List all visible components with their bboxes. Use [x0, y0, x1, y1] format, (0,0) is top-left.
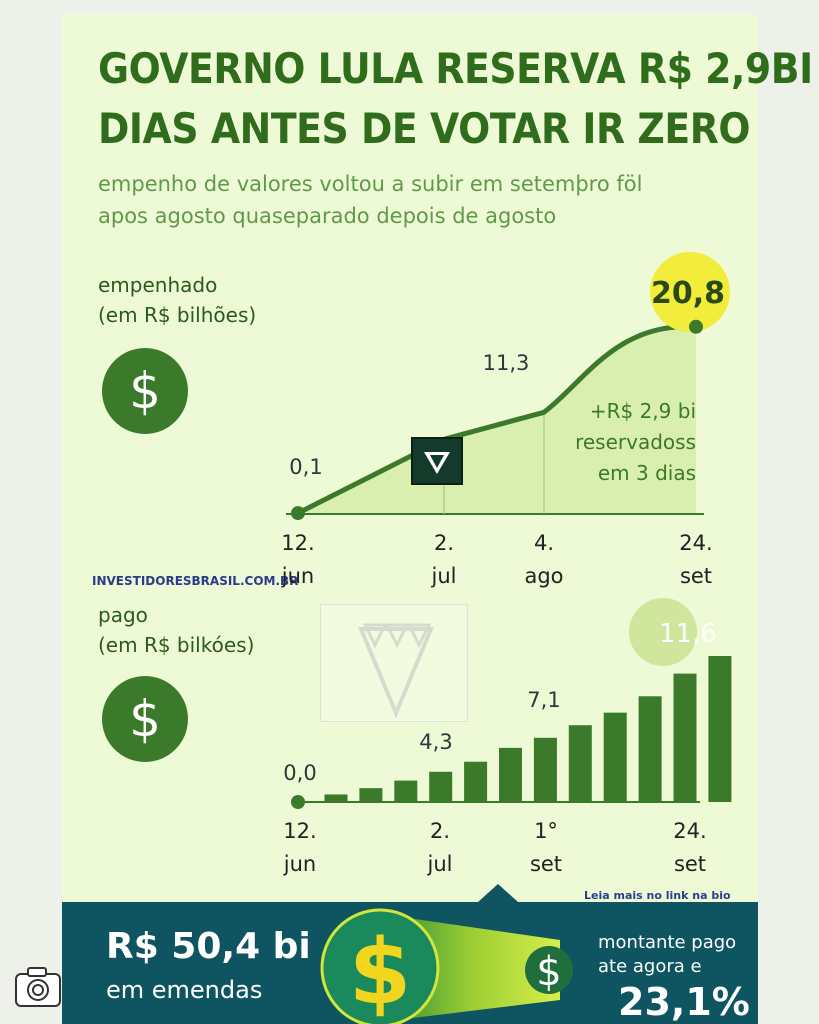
dollar-icon: $ [102, 348, 188, 434]
pago-point-start [291, 795, 305, 809]
footer-paid-text: montante pago ate agora e [598, 931, 736, 979]
empenhado-x-tick: set [680, 564, 712, 588]
pago-bar [568, 725, 592, 802]
bar-highlight-circle [629, 598, 697, 666]
empenhado-area-fill [298, 326, 696, 514]
empenhado-value-label: 20,8 [651, 276, 725, 311]
highlight-circle [650, 252, 730, 332]
empenhado-point-start [291, 506, 305, 521]
footer-paid-line2: ate agora e [598, 956, 702, 977]
empenhado-label-line1: empenhado [98, 273, 218, 297]
empenhado-x-tick: 12. [281, 531, 314, 555]
pago-value-label: 11,6 [659, 619, 717, 649]
empenhado-line [296, 324, 697, 516]
footer-paid-percent: 23,1% [618, 980, 750, 1024]
camera-icon[interactable] [14, 966, 62, 1008]
pago-x-tick: 12. [283, 819, 316, 843]
pago-x-tick: 24. [673, 819, 706, 843]
pago-bar [464, 761, 488, 802]
pago-x-tick: jun [283, 852, 316, 876]
empenhado-value-label: 11,3 [483, 351, 530, 375]
pago-bar [533, 737, 557, 802]
logo-diamond-inner [430, 455, 444, 468]
empenhado-annotation: em 3 dias [598, 461, 696, 485]
pago-x-tick: jul [427, 852, 453, 876]
pago-bar [359, 788, 383, 802]
footer-amount: R$ 50,4 bi [106, 926, 311, 967]
empenhado-x-tick: jul [431, 564, 457, 588]
pago-bar [603, 712, 627, 802]
title-line-1: GOVERNO LULA RESERVA R$ 2,9BI [98, 44, 813, 93]
dollar-icon: $ [102, 676, 188, 762]
pago-x-tick: set [674, 852, 706, 876]
empenhado-x-tick: 4. [534, 531, 554, 555]
empenhado-annotation: +R$ 2,9 bi [590, 399, 696, 423]
pago-bar [324, 794, 348, 802]
pago-x-tick: set [530, 852, 562, 876]
pago-x-tick: 1° [534, 819, 558, 843]
title-line-2: DIAS ANTES DE VOTAR IR ZERO [98, 104, 751, 153]
pago-label-line2: (em R$ bilkóes) [98, 633, 255, 657]
read-more-link[interactable]: Leia mais no link na bio [584, 889, 731, 902]
pago-x-tick: 2. [430, 819, 450, 843]
pago-value-label: 4,3 [419, 730, 452, 754]
empenhado-label-line2: (em R$ bilhões) [98, 303, 257, 327]
pago-value-label: 7,1 [527, 688, 560, 712]
pago-label-line1: pago [98, 603, 148, 627]
subtitle-line-2: apos agosto quaseparado depois de agosto [98, 204, 557, 228]
empenhado-annotation: reservadoss [575, 430, 696, 454]
empenhado-point-end [689, 319, 703, 334]
subtitle-line-1: empenho de valores voltou a subir em set… [98, 172, 643, 196]
pago-bar [638, 696, 662, 802]
pago-bar [394, 780, 418, 802]
small-dollar-icon: $ [536, 949, 561, 995]
pago-bar [673, 673, 697, 802]
source-site: INVESTIDORESBRASIL.COM.BR [92, 574, 299, 588]
pago-bar [429, 771, 453, 802]
gold-dollar-icon: $ [349, 920, 412, 1024]
pago-bar [708, 656, 732, 802]
diamond-watermark [320, 604, 468, 722]
pago-bar [499, 747, 522, 802]
empenhado-x-tick: ago [524, 564, 563, 588]
empenhado-x-tick: 2. [434, 531, 454, 555]
empenhado-x-tick: 24. [679, 531, 712, 555]
empenhado-label: empenhado (em R$ bilhões) [98, 270, 256, 330]
empenhado-x-tick: jun [281, 564, 314, 588]
empenhado-value-label: 0,1 [289, 455, 322, 479]
infographic-panel [62, 14, 758, 1024]
pago-value-label: 0,0 [283, 761, 316, 785]
footer-paid-line1: montante pago [598, 932, 737, 953]
pago-label: pago (em R$ bilkóes) [98, 600, 254, 660]
footer-amount-label: em emendas [106, 976, 263, 1004]
